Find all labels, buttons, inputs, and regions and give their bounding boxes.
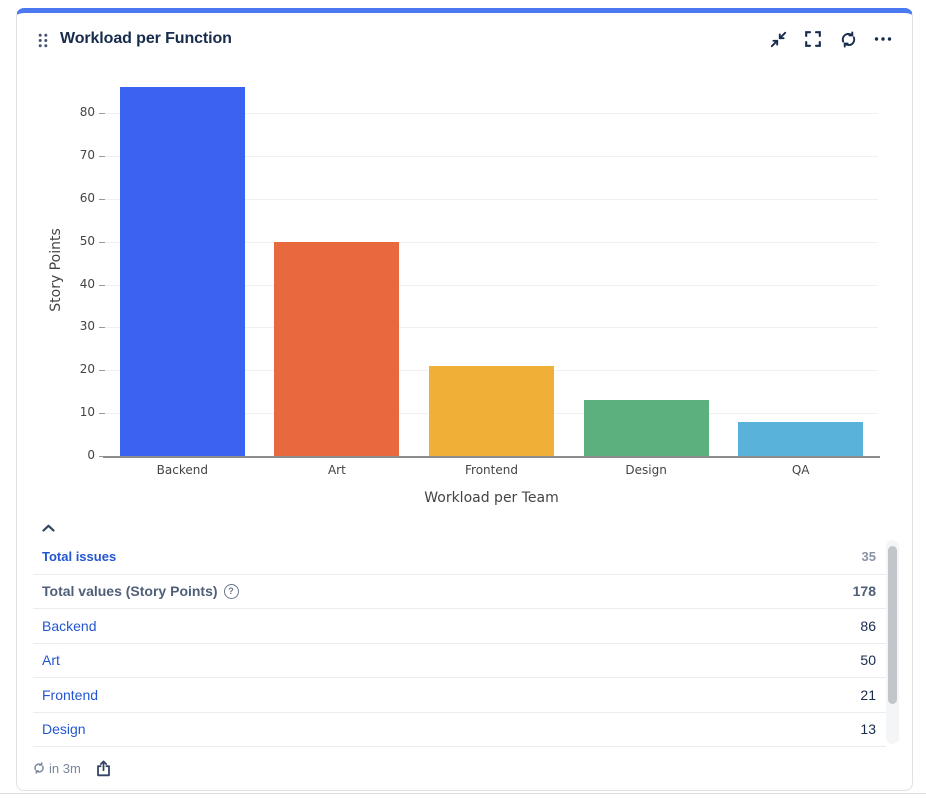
x-axis-line xyxy=(103,456,880,458)
x-tick-label: Frontend xyxy=(422,463,562,477)
bar-design[interactable] xyxy=(584,400,709,456)
row-label: Total values (Story Points)? xyxy=(42,583,239,599)
y-tick-mark xyxy=(99,242,105,243)
refresh-countdown-text: in 3m xyxy=(49,761,81,776)
bar-frontend[interactable] xyxy=(429,366,554,456)
bar-qa[interactable] xyxy=(738,422,863,456)
y-tick-mark xyxy=(99,413,105,414)
row-label[interactable]: Total issues xyxy=(42,549,116,564)
table-row: Total issues 35 xyxy=(33,540,886,575)
row-label[interactable]: Backend xyxy=(42,618,96,634)
row-value: 50 xyxy=(860,652,876,668)
gadget-footer: in 3m xyxy=(33,756,113,780)
x-axis-title: Workload per Team xyxy=(382,490,602,506)
y-tick-mark xyxy=(99,156,105,157)
share-icon[interactable] xyxy=(95,759,113,777)
chevron-up-icon[interactable] xyxy=(42,520,56,534)
y-tick-mark xyxy=(99,327,105,328)
table-row: Frontend 21 xyxy=(33,678,886,713)
row-label[interactable]: Art xyxy=(42,652,60,668)
x-tick-label: Design xyxy=(576,463,716,477)
y-tick-label: 0 xyxy=(53,448,95,462)
workload-per-function-gadget: Workload per Function xyxy=(16,8,913,791)
summary-table: Total issues 35 Total values (Story Points… xyxy=(33,540,886,747)
table-scrollbar[interactable] xyxy=(886,540,899,744)
y-tick-mark xyxy=(99,370,105,371)
scrollbar-thumb[interactable] xyxy=(888,546,897,704)
table-row: Art 50 xyxy=(33,644,886,679)
y-tick-label: 80 xyxy=(53,105,95,119)
row-label[interactable]: Design xyxy=(42,721,86,737)
row-value: 178 xyxy=(853,583,876,599)
row-value: 35 xyxy=(862,549,876,564)
table-row: Design 13 xyxy=(33,713,886,748)
workload-bar-chart: Story Points 01020304050607080BackendArt… xyxy=(17,13,912,533)
row-value: 86 xyxy=(860,618,876,634)
y-tick-label: 30 xyxy=(53,319,95,333)
bar-backend[interactable] xyxy=(120,87,245,456)
table-row: Total values (Story Points)? 178 xyxy=(33,575,886,610)
refresh-countdown: in 3m xyxy=(33,761,81,776)
table-row: Backend 86 xyxy=(33,609,886,644)
x-tick-label: Art xyxy=(267,463,407,477)
x-tick-label: Backend xyxy=(112,463,252,477)
y-tick-label: 70 xyxy=(53,148,95,162)
y-tick-mark xyxy=(99,199,105,200)
y-tick-label: 60 xyxy=(53,191,95,205)
y-tick-label: 50 xyxy=(53,234,95,248)
row-value: 21 xyxy=(860,687,876,703)
refresh-countdown-icon xyxy=(33,762,45,774)
y-tick-mark xyxy=(99,285,105,286)
y-tick-label: 10 xyxy=(53,405,95,419)
y-tick-label: 40 xyxy=(53,277,95,291)
y-tick-label: 20 xyxy=(53,362,95,376)
x-tick-label: QA xyxy=(731,463,871,477)
bar-art[interactable] xyxy=(274,242,399,456)
row-label[interactable]: Frontend xyxy=(42,687,98,703)
y-tick-mark xyxy=(99,113,105,114)
dashboard-page: Workload per Function xyxy=(0,0,926,800)
page-divider xyxy=(0,793,926,794)
row-value: 13 xyxy=(860,721,876,737)
help-icon[interactable]: ? xyxy=(224,584,239,599)
